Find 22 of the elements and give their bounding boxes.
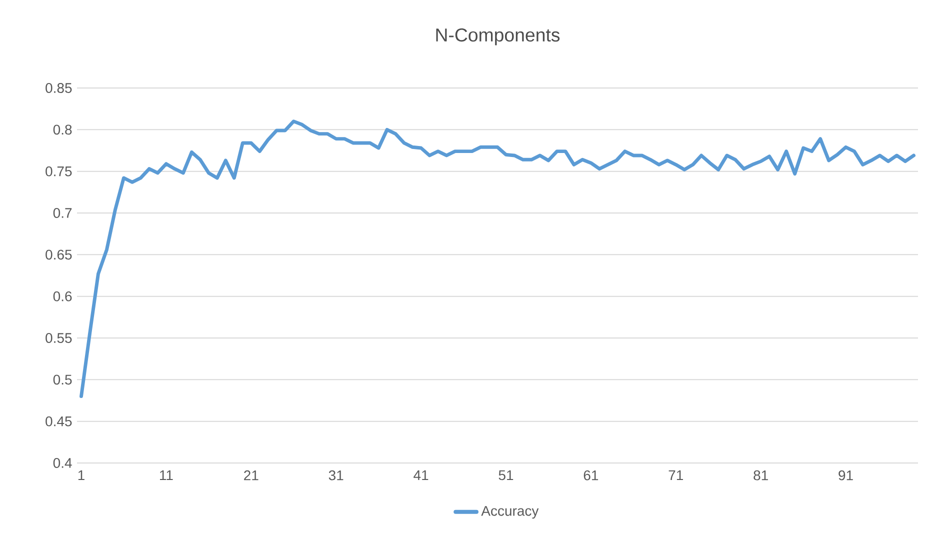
y-tick-label: 0.45 — [46, 416, 72, 426]
x-tick-label: 1 — [78, 470, 84, 480]
y-tick-label: 0.6 — [53, 291, 72, 302]
y-tick-label: 0.55 — [46, 333, 72, 343]
x-tick-label: 31 — [328, 470, 344, 480]
chart-title: N-Components — [436, 28, 560, 46]
y-tick-label: 0.8 — [53, 124, 72, 135]
y-tick-label: 0.4 — [53, 458, 72, 468]
legend-label: Accuracy — [481, 506, 539, 519]
y-tick-label: 0.85 — [46, 83, 72, 93]
x-tick-label: 61 — [584, 470, 598, 480]
y-tick-label: 0.75 — [46, 166, 72, 176]
x-tick-label: 91 — [838, 470, 853, 480]
x-tick-label: 11 — [160, 470, 173, 480]
y-tick-label: 0.7 — [53, 208, 72, 218]
x-tick-label: 21 — [244, 470, 258, 480]
y-tick-label: 0.65 — [46, 250, 72, 260]
x-tick-label: 71 — [668, 470, 683, 480]
x-tick-label: 51 — [498, 470, 514, 480]
x-tick-label: 41 — [414, 470, 428, 480]
x-tick-label: 81 — [754, 470, 768, 480]
y-tick-label: 0.5 — [53, 374, 72, 385]
